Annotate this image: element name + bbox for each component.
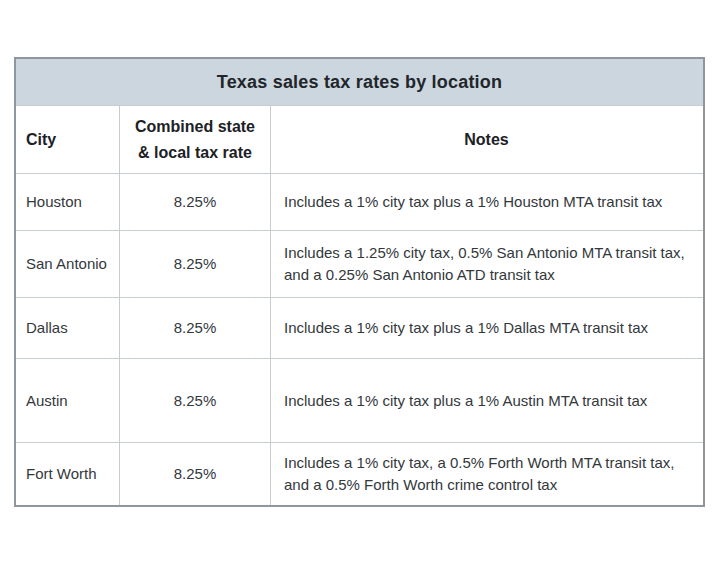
column-header-notes: Notes <box>270 105 703 173</box>
column-header-rate: Combined state & local tax rate <box>119 105 270 173</box>
table-row: Houston 8.25% Includes a 1% city tax plu… <box>16 173 703 230</box>
city-cell: San Antonio <box>16 230 119 297</box>
city-cell: Dallas <box>16 297 119 358</box>
city-cell: Fort Worth <box>16 442 119 505</box>
table-title: Texas sales tax rates by location <box>16 59 703 105</box>
notes-cell: Includes a 1% city tax plus a 1% Houston… <box>270 173 703 230</box>
rate-cell: 8.25% <box>119 230 270 297</box>
notes-cell: Includes a 1% city tax, a 0.5% Forth Wor… <box>270 442 703 505</box>
table-row: San Antonio 8.25% Includes a 1.25% city … <box>16 230 703 297</box>
notes-cell: Includes a 1.25% city tax, 0.5% San Anto… <box>270 230 703 297</box>
table-row: Dallas 8.25% Includes a 1% city tax plus… <box>16 297 703 358</box>
notes-cell: Includes a 1% city tax plus a 1% Dallas … <box>270 297 703 358</box>
table-header-row: City Combined state & local tax rate Not… <box>16 105 703 173</box>
city-cell: Austin <box>16 358 119 442</box>
city-cell: Houston <box>16 173 119 230</box>
tax-rate-table: Texas sales tax rates by location City C… <box>14 57 705 507</box>
rate-cell: 8.25% <box>119 358 270 442</box>
rate-cell: 8.25% <box>119 297 270 358</box>
notes-cell: Includes a 1% city tax plus a 1% Austin … <box>270 358 703 442</box>
rate-cell: 8.25% <box>119 173 270 230</box>
table-row: Austin 8.25% Includes a 1% city tax plus… <box>16 358 703 442</box>
table-row: Fort Worth 8.25% Includes a 1% city tax,… <box>16 442 703 505</box>
rate-cell: 8.25% <box>119 442 270 505</box>
column-header-city: City <box>16 105 119 173</box>
